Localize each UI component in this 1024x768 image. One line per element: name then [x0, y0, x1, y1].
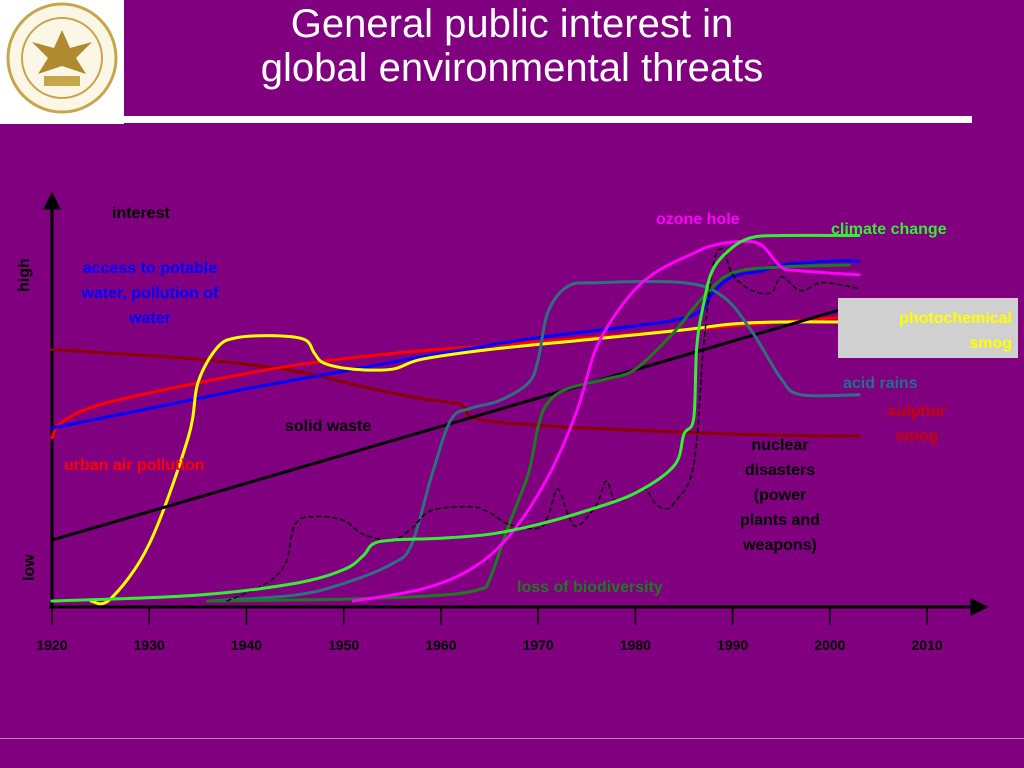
series-line-acid-rains — [206, 280, 861, 603]
label-water-1: access to potable — [83, 260, 217, 277]
label-climate-change: climate change — [831, 221, 947, 238]
label-sulphur-1: sulphur — [888, 403, 947, 420]
series-line-nuclear-disasters-power-plants-and-weapons — [226, 248, 860, 602]
label-nuclear-4: plants and — [740, 512, 820, 529]
x-tick-label: 1970 — [523, 637, 554, 653]
x-tick-label: 1950 — [328, 637, 359, 653]
x-tick-label: 2000 — [814, 637, 845, 653]
label-low: low — [21, 554, 38, 581]
series-line-climate-change — [50, 233, 861, 603]
x-tick-label: 1960 — [425, 637, 456, 653]
label-sulphur-2: smog — [896, 428, 939, 445]
label-nuclear-2: disasters — [745, 462, 815, 479]
x-tick-label: 1920 — [36, 637, 67, 653]
label-urban-air: urban air pollution — [64, 457, 204, 474]
label-solid-waste: solid waste — [285, 418, 371, 435]
label-water-2: water, pollution of — [81, 285, 220, 302]
x-tick-label: 1930 — [134, 637, 165, 653]
label-layer: interest high low access to potable wate… — [16, 205, 1018, 596]
series-line-ozone-hole — [351, 239, 861, 603]
label-nuclear-5: weapons) — [742, 537, 817, 554]
series-line-photochemical-smog — [89, 320, 861, 606]
x-tick-label: 1990 — [717, 637, 748, 653]
label-ozone-hole: ozone hole — [656, 211, 740, 228]
title-line-1: General public interest in — [290, 2, 734, 46]
slide-title: General public interest in global enviro… — [140, 2, 884, 90]
logo-box — [0, 0, 124, 124]
footer-line — [0, 738, 1024, 739]
x-tick-label: 2010 — [912, 637, 943, 653]
axes: 1920 1930 1940 1950 1960 1970 1980 1990 2000 2010 — [36, 191, 989, 653]
title-line-2: global environmental threats — [260, 46, 764, 90]
label-biodiversity: loss of biodiversity — [517, 579, 663, 596]
label-photochemical-1: photochemical — [899, 310, 1012, 327]
label-nuclear-1: nuclear — [752, 437, 809, 454]
x-tick-label: 1980 — [620, 637, 651, 653]
label-high: high — [16, 258, 33, 292]
x-tick-label: 1940 — [231, 637, 262, 653]
label-acid-rains: acid rains — [843, 375, 918, 392]
label-nuclear-3: (power — [754, 487, 806, 504]
title-underline — [0, 116, 972, 123]
photochemical-label-box — [838, 298, 1018, 358]
series-layer — [50, 233, 861, 606]
university-seal-eagle-icon — [6, 2, 118, 114]
label-interest: interest — [112, 205, 170, 222]
series-line-urban-air-pollution — [50, 314, 861, 440]
label-water-3: water — [128, 310, 171, 327]
series-line-loss-of-biodiversity — [206, 263, 851, 603]
label-photochemical-2: smog — [969, 335, 1012, 352]
series-line-solid-waste — [50, 302, 861, 542]
